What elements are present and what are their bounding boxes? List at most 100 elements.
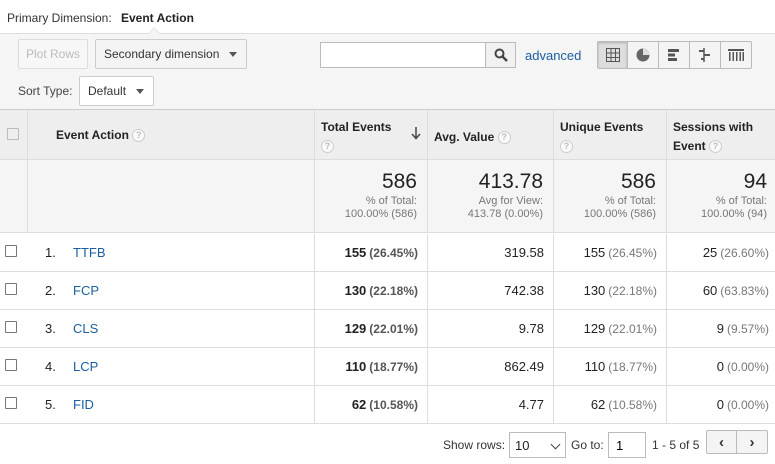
row-unique-events-cell: 155 (26.45%) (554, 234, 667, 271)
event-action-link[interactable]: CLS (73, 321, 99, 336)
row-sessions: 0 (716, 397, 724, 412)
total-events-total-sub2: 100.00% (586) (344, 208, 417, 220)
row-checkbox[interactable] (5, 321, 17, 333)
row-total-events-cell: 129 (22.01%) (315, 310, 428, 347)
unique-events-total: 586 % of Total: 100.00% (586) (554, 160, 667, 232)
event-action-link[interactable]: TTFB (73, 245, 106, 260)
row-sessions-cell: 60 (63.83%) (667, 272, 775, 309)
table-row: 5. FID 62 (10.58%) 4.77 62 (10.58%) 0 (0.00… (0, 386, 775, 424)
table-search-input[interactable] (320, 42, 486, 68)
help-icon[interactable]: ? (560, 140, 573, 154)
total-events-total: 586 % of Total: 100.00% (586) (315, 160, 428, 232)
unique-events-header[interactable]: Unique Events ? (554, 110, 667, 159)
row-rank: 5. (45, 397, 56, 412)
show-rows-select[interactable]: 10 (509, 432, 566, 458)
event-action-link[interactable]: FCP (73, 283, 99, 298)
unique-events-total-sub: % of Total: 100.00% (586) (584, 195, 656, 221)
total-events-total-value: 586 (381, 170, 417, 193)
row-dimension-cell: 1. TTFB (0, 234, 315, 271)
sessions-with-event-header[interactable]: Sessions with Event ? (667, 110, 775, 159)
row-checkbox[interactable] (5, 359, 17, 371)
search-icon (494, 48, 508, 62)
select-all-cell (0, 110, 28, 159)
event-action-link[interactable]: FID (73, 397, 94, 412)
row-total-events-pct: (22.01%) (369, 322, 418, 336)
pivot-view-button[interactable] (721, 41, 752, 69)
row-avg-value-cell: 862.49 (428, 348, 554, 385)
help-icon[interactable]: ? (321, 140, 334, 154)
row-unique-events-pct: (22.18%) (608, 284, 657, 298)
data-table: Event Action ? Total Events ? Avg. Value… (0, 109, 775, 424)
avg-value-total: 413.78 Avg for View: 413.78 (0.00%) (428, 160, 554, 232)
dimension-header[interactable]: Event Action ? (28, 110, 315, 159)
row-total-events-cell: 62 (10.58%) (315, 386, 428, 423)
row-dimension-cell: 2. FCP (0, 272, 315, 309)
row-select-cell (0, 272, 28, 309)
total-events-header-label: Total Events (321, 120, 392, 134)
sessions-total-sub2: 100.00% (94) (700, 208, 767, 220)
table-header-row: Event Action ? Total Events ? Avg. Value… (0, 110, 775, 160)
search-button[interactable] (485, 42, 516, 68)
bar-view-button[interactable] (659, 41, 690, 69)
row-unique-events-cell: 129 (22.01%) (554, 310, 667, 347)
row-avg-value-cell: 4.77 (428, 386, 554, 423)
row-total-events: 110 (345, 359, 367, 374)
help-icon[interactable]: ? (709, 140, 723, 154)
comparison-view-button[interactable] (690, 41, 721, 69)
row-total-events-pct: (22.18%) (369, 284, 418, 298)
goto-page-input[interactable] (608, 432, 646, 458)
help-icon[interactable]: ? (497, 131, 511, 145)
row-select-cell (0, 234, 28, 271)
avg-value-total-value: 413.78 (478, 170, 543, 193)
table-controls: Plot Rows Secondary dimension advanced (0, 34, 775, 109)
row-avg-value: 9.78 (518, 321, 544, 336)
secondary-dimension-dropdown[interactable]: Secondary dimension (95, 39, 247, 69)
row-avg-value: 742.38 (504, 283, 544, 298)
row-sessions-pct: (0.00%) (726, 398, 769, 412)
row-rank: 1. (45, 245, 56, 260)
row-unique-events: 110 (584, 359, 606, 374)
previous-page-button[interactable]: ‹ (706, 430, 737, 454)
totals-spacer (0, 160, 28, 232)
total-events-header[interactable]: Total Events ? (315, 110, 428, 159)
primary-dimension-value[interactable]: Event Action (121, 11, 194, 25)
row-checkbox[interactable] (5, 283, 17, 295)
dimension-header-label: Event Action (56, 128, 129, 142)
row-checkbox[interactable] (5, 397, 17, 409)
sort-descending-icon (411, 127, 421, 140)
chevron-left-icon: ‹ (719, 433, 724, 451)
sort-type-value: Default (88, 84, 127, 98)
next-page-button[interactable]: › (737, 430, 768, 454)
total-events-total-sub1: % of Total: (365, 195, 417, 207)
row-unique-events: 155 (583, 245, 606, 260)
chevron-right-icon: › (749, 433, 755, 451)
unique-events-total-sub2: 100.00% (586) (583, 208, 656, 220)
row-checkbox[interactable] (5, 245, 17, 257)
totals-label-cell (28, 160, 315, 232)
row-select-cell (0, 386, 28, 423)
help-icon[interactable]: ? (132, 129, 146, 143)
view-switcher (597, 41, 752, 69)
row-total-events: 130 (344, 283, 367, 298)
plot-rows-button[interactable]: Plot Rows (18, 39, 88, 69)
pie-view-button[interactable] (628, 41, 659, 69)
row-dimension-cell: 5. FID (0, 386, 315, 423)
avg-value-header[interactable]: Avg. Value ? (428, 110, 554, 159)
sort-type-dropdown[interactable]: Default (79, 76, 154, 106)
table-view-button[interactable] (597, 41, 628, 69)
row-unique-events-cell: 62 (10.58%) (554, 386, 667, 423)
row-avg-value: 4.77 (518, 397, 544, 412)
unique-events-header-label: Unique Events (560, 120, 644, 134)
advanced-filter-link[interactable]: advanced (525, 48, 582, 63)
row-total-events-cell: 155 (26.45%) (315, 234, 428, 271)
row-sessions-pct: (26.60%) (720, 246, 769, 260)
total-events-total-sub: % of Total: 100.00% (586) (345, 195, 417, 221)
event-action-link[interactable]: LCP (73, 359, 99, 374)
row-unique-events: 129 (583, 321, 606, 336)
row-sessions-cell: 9 (9.57%) (667, 310, 775, 347)
row-sessions-pct: (63.83%) (720, 284, 769, 298)
sessions-with-event-total: 94 % of Total: 100.00% (94) (667, 160, 775, 232)
pie-view-icon (636, 48, 650, 62)
row-avg-value: 319.58 (504, 245, 544, 260)
select-all-checkbox[interactable] (7, 128, 19, 140)
